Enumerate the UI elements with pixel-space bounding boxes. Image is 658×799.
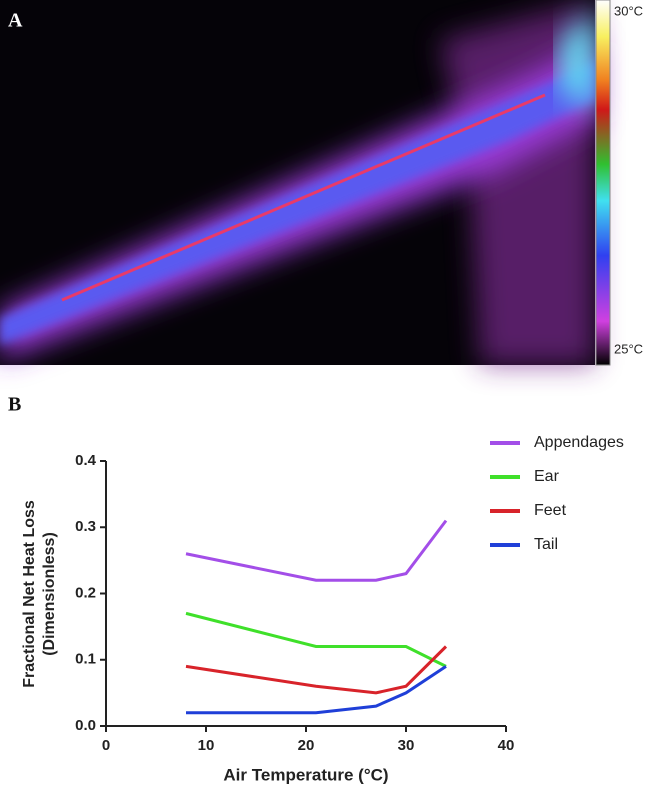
- x-tick-label: 0: [102, 737, 110, 754]
- y-tick-label: 0.3: [75, 518, 96, 535]
- y-tick-label: 0.1: [75, 651, 96, 668]
- legend-label: Ear: [534, 468, 560, 485]
- colorbar-label: 25°C: [614, 341, 643, 356]
- legend-label: Feet: [534, 502, 567, 519]
- y-tick-label: 0.2: [75, 584, 96, 601]
- x-tick-label: 30: [398, 737, 415, 754]
- legend-label: Appendages: [534, 434, 624, 451]
- x-axis-label: Air Temperature (°C): [223, 765, 388, 784]
- x-tick-label: 10: [198, 737, 215, 754]
- line-series: [185, 519, 448, 582]
- panel-label: A: [8, 10, 23, 32]
- x-tick-label: 20: [298, 737, 315, 754]
- legend-label: Tail: [534, 536, 558, 553]
- colorbar-label: 30°C: [614, 3, 643, 18]
- y-tick-label: 0.0: [75, 717, 96, 734]
- x-tick-label: 40: [498, 737, 515, 754]
- thermal-image: [0, 0, 611, 366]
- y-axis-label: Fractional Net Heat Loss: [21, 500, 38, 688]
- y-tick-label: 0.4: [75, 452, 97, 469]
- line-series: [185, 645, 448, 695]
- y-axis-label: (Dimensionless): [41, 532, 58, 656]
- line-series: [186, 665, 447, 715]
- line-series: [185, 611, 447, 668]
- panel-label: B: [8, 394, 21, 416]
